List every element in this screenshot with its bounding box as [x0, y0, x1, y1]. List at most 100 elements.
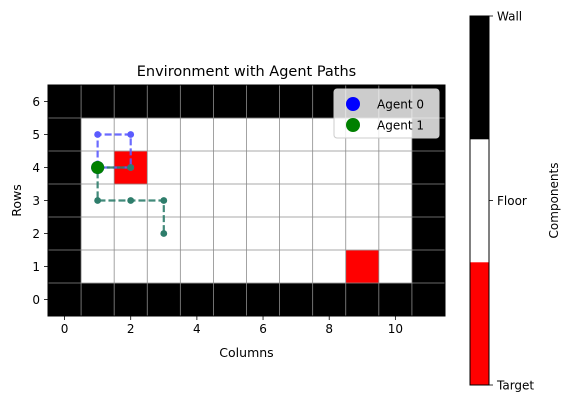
y-tick-label: 4 — [32, 161, 40, 175]
x-tick-label: 2 — [127, 322, 135, 336]
floor-cell — [312, 250, 347, 284]
wall-cell — [48, 217, 82, 251]
colorbar-segment — [470, 262, 489, 386]
floor-cell — [279, 151, 313, 185]
wall-cell — [147, 283, 181, 317]
wall-cell — [213, 85, 247, 119]
agent-1-path-point — [94, 197, 102, 204]
floor-cell — [114, 217, 148, 251]
target-cell — [345, 250, 380, 284]
agent-1-path-point — [127, 197, 135, 204]
gridlines — [48, 85, 445, 316]
wall-cell — [411, 250, 446, 284]
floor-cell — [246, 250, 280, 284]
floor-cell — [213, 151, 247, 185]
floor-cell — [213, 250, 247, 284]
wall-cell — [114, 283, 148, 317]
floor-cell — [345, 151, 380, 185]
y-tick-label: 0 — [32, 293, 40, 307]
agent-1-path-point — [127, 164, 135, 171]
wall-cell — [279, 85, 313, 119]
wall-cell — [48, 184, 82, 218]
x-tick-label: 4 — [193, 322, 201, 336]
agent-paths — [91, 131, 168, 237]
wall-cell — [411, 184, 446, 218]
agent-0-path-point — [94, 131, 102, 138]
floor-cell — [213, 184, 247, 218]
wall-cell — [180, 85, 214, 119]
floor-cell — [246, 184, 280, 218]
agent-1-start-marker — [91, 161, 105, 174]
floor-cell — [279, 250, 313, 284]
floor-cell — [246, 217, 280, 251]
wall-cell — [411, 217, 446, 251]
agent-1-path-point — [160, 230, 168, 237]
floor-cell — [378, 217, 413, 251]
floor-cell — [312, 184, 347, 218]
wall-cell — [48, 118, 82, 152]
colorbar: Target Floor Wall Components — [469, 10, 561, 393]
agent-1-path-point — [160, 197, 168, 204]
y-tick-label: 5 — [32, 128, 40, 142]
floor-cell — [81, 250, 115, 284]
wall-cell — [81, 85, 115, 119]
y-tick-label: 1 — [32, 260, 40, 274]
wall-cell — [246, 283, 280, 317]
y-tick-label: 2 — [32, 227, 40, 241]
x-tick-label: 10 — [388, 322, 403, 336]
floor-cell — [180, 250, 214, 284]
colorbar-tick-label: Target — [496, 379, 534, 393]
floor-cell — [279, 217, 313, 251]
wall-cell — [312, 283, 347, 317]
legend: Agent 0 Agent 1 — [333, 88, 440, 139]
floor-cell — [81, 217, 115, 251]
wall-cell — [114, 85, 148, 119]
colorbar-tick-label: Wall — [497, 10, 522, 24]
colorbar-segment — [470, 139, 489, 263]
legend-marker-agent-0 — [346, 97, 360, 111]
chart-title: Environment with Agent Paths — [137, 64, 357, 80]
agent-0-path-point — [127, 131, 135, 138]
floor-cell — [147, 118, 181, 152]
wall-cell — [180, 283, 214, 317]
legend-marker-agent-1 — [346, 118, 360, 132]
y-axis-ticks: 0 1 2 3 4 5 6 — [32, 95, 48, 307]
colorbar-segment — [470, 16, 489, 140]
floor-cell — [114, 250, 148, 284]
floor-cell — [213, 118, 247, 152]
wall-cell — [246, 85, 280, 119]
floor-cell — [246, 151, 280, 185]
floor-cell — [345, 217, 380, 251]
x-tick-label: 6 — [259, 322, 267, 336]
y-tick-label: 3 — [32, 194, 40, 208]
floor-cell — [378, 184, 413, 218]
floor-cell — [279, 118, 313, 152]
floor-cell — [180, 217, 214, 251]
x-tick-label: 0 — [61, 322, 69, 336]
wall-cell — [411, 283, 446, 317]
wall-cell — [411, 151, 446, 185]
floor-cell — [345, 184, 380, 218]
wall-cell — [279, 283, 313, 317]
floor-cell — [279, 184, 313, 218]
wall-cell — [81, 283, 115, 317]
wall-cell — [147, 85, 181, 119]
floor-cell — [312, 151, 347, 185]
floor-cell — [213, 217, 247, 251]
floor-cell — [246, 118, 280, 152]
legend-label-agent-0: Agent 0 — [377, 98, 424, 112]
floor-cell — [312, 217, 347, 251]
floor-cell — [180, 184, 214, 218]
legend-label-agent-1: Agent 1 — [377, 119, 424, 133]
colorbar-label: Components — [547, 163, 561, 239]
wall-cell — [378, 283, 413, 317]
floor-cell — [378, 151, 413, 185]
y-tick-label: 6 — [32, 95, 40, 109]
colorbar-tick-label: Floor — [497, 194, 527, 208]
wall-cell — [345, 283, 380, 317]
y-axis-label: Rows — [9, 184, 24, 217]
floor-cell — [378, 250, 413, 284]
legend-frame — [333, 88, 440, 139]
x-tick-label: 8 — [325, 322, 333, 336]
